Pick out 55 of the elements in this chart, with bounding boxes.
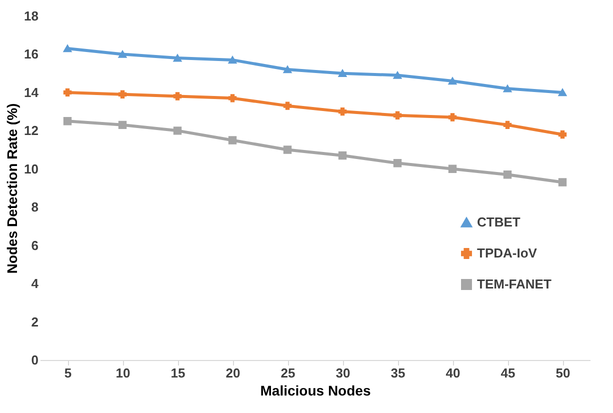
point bbox=[228, 136, 237, 144]
legend-label: TEM-FANET bbox=[477, 276, 552, 292]
x-tick-label: 30 bbox=[336, 366, 350, 380]
x-tick-label: 40 bbox=[446, 366, 460, 380]
point bbox=[393, 159, 402, 168]
y-tick-label: 10 bbox=[24, 161, 38, 176]
legend-label: TPDA-IoV bbox=[477, 246, 538, 260]
point bbox=[448, 164, 457, 173]
x-tick-label: 5 bbox=[64, 366, 72, 380]
x-tick-label: 45 bbox=[500, 366, 516, 380]
y-tick-label: 6 bbox=[31, 238, 38, 253]
x-axis-title: Malicious Nodes bbox=[260, 382, 371, 398]
point bbox=[503, 170, 512, 179]
point bbox=[228, 56, 237, 64]
point bbox=[558, 88, 567, 96]
point bbox=[228, 94, 237, 102]
y-tick-label: 16 bbox=[24, 46, 38, 62]
point bbox=[173, 54, 182, 62]
point bbox=[173, 126, 182, 135]
x-tick-label: 35 bbox=[390, 366, 406, 380]
point bbox=[338, 70, 347, 77]
point bbox=[118, 50, 127, 58]
point bbox=[283, 66, 292, 74]
x-tick-label: 25 bbox=[280, 366, 296, 380]
point bbox=[393, 72, 402, 79]
point bbox=[448, 113, 457, 122]
point bbox=[503, 120, 512, 130]
point bbox=[63, 88, 72, 97]
point bbox=[448, 77, 457, 85]
point bbox=[338, 151, 347, 160]
y-tick-label: 14 bbox=[24, 84, 40, 100]
y-tick-label: 2 bbox=[31, 314, 38, 330]
point bbox=[283, 146, 292, 154]
x-tick-label: 20 bbox=[226, 366, 240, 380]
point bbox=[283, 102, 292, 110]
x-tick-label: 10 bbox=[116, 366, 130, 380]
y-tick-label: 0 bbox=[31, 352, 38, 368]
point bbox=[338, 107, 347, 116]
x-tick-label: 15 bbox=[170, 366, 186, 380]
y-tick-label: 18 bbox=[24, 8, 38, 24]
y-axis-title: Nodes Detection Rate (%) bbox=[4, 103, 20, 274]
y-tick-label: 4 bbox=[31, 276, 40, 292]
point bbox=[173, 92, 182, 100]
point bbox=[393, 111, 402, 120]
point bbox=[118, 90, 127, 98]
point bbox=[63, 44, 72, 52]
point bbox=[63, 117, 72, 126]
point bbox=[118, 120, 127, 130]
y-tick-label: 12 bbox=[24, 123, 38, 138]
x-tick-label: 50 bbox=[556, 366, 570, 380]
y-tick-label: 8 bbox=[31, 200, 38, 215]
point bbox=[503, 84, 512, 92]
legend-label: CTBET bbox=[477, 214, 520, 230]
point bbox=[558, 178, 567, 186]
point bbox=[558, 130, 567, 139]
